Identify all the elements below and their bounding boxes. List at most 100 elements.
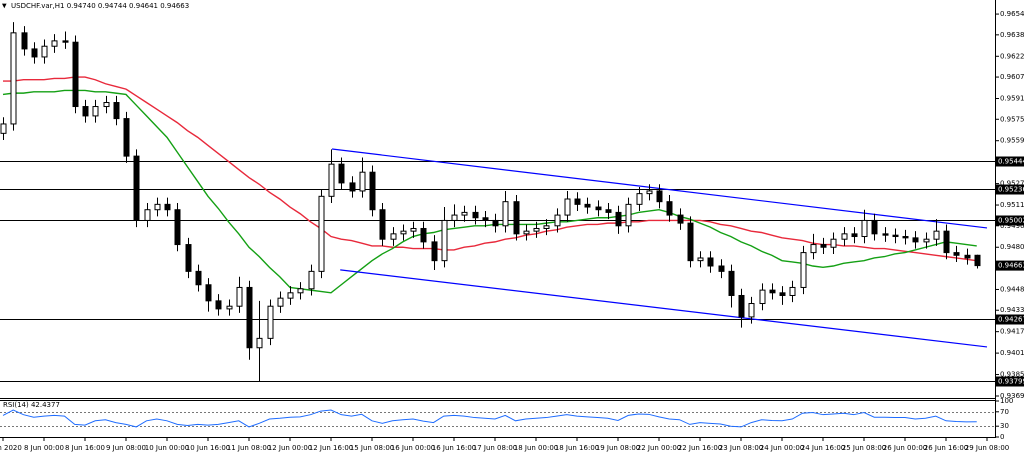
candle-body bbox=[697, 257, 704, 262]
candle-body bbox=[431, 241, 438, 262]
candle-body bbox=[174, 209, 181, 246]
x-tick-label: 29 Jun 08:00 bbox=[965, 444, 1009, 452]
candle-body bbox=[718, 265, 725, 272]
candle-body bbox=[871, 219, 878, 235]
candle-body bbox=[851, 233, 858, 238]
y-tick-label: 0.93690 bbox=[1000, 392, 1024, 400]
candle-body bbox=[113, 102, 120, 120]
candle-body bbox=[369, 171, 376, 211]
level-label: 0.95002 bbox=[998, 217, 1024, 225]
candle-body bbox=[133, 155, 140, 221]
candle-body bbox=[687, 222, 694, 262]
candle-body bbox=[410, 227, 417, 232]
candle-body bbox=[226, 305, 233, 310]
candle-body bbox=[615, 211, 622, 227]
x-tick-label: 26 Jun 16:00 bbox=[924, 444, 968, 452]
level-label: 0.95444 bbox=[998, 158, 1024, 166]
x-tick-label: 12 Jun 00:00 bbox=[268, 444, 312, 452]
y-tick-label: 0.95115 bbox=[1000, 201, 1024, 209]
candle-body bbox=[830, 238, 837, 248]
last-price-box bbox=[996, 260, 1024, 271]
candle-body bbox=[267, 305, 274, 339]
candle-body bbox=[564, 198, 571, 216]
level-label-box bbox=[996, 376, 1024, 387]
y-tick-label: 0.96225 bbox=[1000, 52, 1024, 60]
rsi-tick-label: 100 bbox=[1000, 397, 1013, 405]
candle-body bbox=[769, 289, 776, 294]
candle-body bbox=[390, 233, 397, 240]
trend-line bbox=[340, 269, 988, 348]
candle-body bbox=[41, 45, 48, 58]
candle-body bbox=[554, 214, 561, 227]
rsi-tick-label: 30 bbox=[1000, 422, 1009, 430]
candle-body bbox=[51, 40, 58, 47]
x-tick-label: 23 Jun 08:00 bbox=[719, 444, 763, 452]
level-label: 0.93799 bbox=[998, 378, 1024, 386]
rsi-tick-label: 0 bbox=[1000, 433, 1004, 441]
candle-body bbox=[338, 163, 345, 184]
candle-body bbox=[185, 244, 192, 272]
x-tick-label: 22 Jun 00:00 bbox=[637, 444, 681, 452]
x-tick-label: 10 Jun 16:00 bbox=[186, 444, 230, 452]
x-tick-label: 9 Jun 08:00 bbox=[106, 444, 146, 452]
x-tick-label: 15 Jun 08:00 bbox=[350, 444, 394, 452]
candle-body bbox=[861, 219, 868, 238]
candle-body bbox=[31, 48, 38, 58]
x-tick-label: 8 Jun 00:00 bbox=[24, 444, 64, 452]
candle-body bbox=[123, 118, 130, 157]
candle-body bbox=[513, 201, 520, 235]
candle-body bbox=[205, 284, 212, 302]
candle-body bbox=[646, 190, 653, 195]
y-tick-label: 0.95755 bbox=[1000, 115, 1024, 123]
x-tick-label: 16 Jun 16:00 bbox=[432, 444, 476, 452]
y-tick-label: 0.95275 bbox=[1000, 180, 1024, 188]
rsi-title: RSI(14) 42.4377 bbox=[3, 401, 60, 409]
candle-body bbox=[953, 252, 960, 256]
candle-body bbox=[810, 244, 817, 254]
moving-average-line bbox=[3, 76, 977, 262]
candle-body bbox=[461, 211, 468, 216]
candle-body bbox=[595, 206, 602, 211]
x-tick-label: 11 Jun 08:00 bbox=[227, 444, 271, 452]
candle-body bbox=[297, 288, 304, 294]
candle-body bbox=[0, 123, 7, 134]
candle-body bbox=[441, 219, 448, 262]
candle-body bbox=[738, 294, 745, 318]
y-tick-label: 0.94485 bbox=[1000, 285, 1024, 293]
x-tick-label: 17 Jun 08:00 bbox=[473, 444, 517, 452]
candle-body bbox=[625, 203, 632, 227]
x-tick-label: 22 Jun 16:00 bbox=[678, 444, 722, 452]
candle-body bbox=[912, 237, 919, 243]
candle-body bbox=[246, 286, 253, 349]
candle-body bbox=[533, 227, 540, 232]
candle-body bbox=[574, 198, 581, 205]
candle-body bbox=[543, 225, 550, 229]
candle-body bbox=[800, 252, 807, 288]
level-label-box bbox=[996, 156, 1024, 167]
candle-body bbox=[195, 270, 202, 286]
x-tick-label: 5 Jun 2020 bbox=[0, 444, 22, 452]
candle-body bbox=[256, 337, 263, 349]
candle-body bbox=[420, 227, 427, 243]
moving-average-line bbox=[2, 89, 977, 294]
candle-body bbox=[759, 289, 766, 305]
x-tick-label: 26 Jun 00:00 bbox=[883, 444, 927, 452]
candle-body bbox=[92, 106, 99, 117]
candle-body bbox=[103, 102, 110, 108]
candle-body bbox=[605, 209, 612, 213]
x-tick-label: 24 Jun 00:00 bbox=[760, 444, 804, 452]
candle-body bbox=[472, 211, 479, 219]
candle-body bbox=[482, 217, 489, 221]
candle-body bbox=[656, 190, 663, 203]
candle-body bbox=[666, 201, 673, 216]
candle-body bbox=[882, 233, 889, 236]
candle-body bbox=[964, 254, 971, 259]
candle-body bbox=[400, 230, 407, 235]
candle-body bbox=[636, 193, 643, 205]
level-label: 0.94267 bbox=[998, 316, 1024, 324]
y-tick-label: 0.95595 bbox=[1000, 137, 1024, 145]
candle-body bbox=[748, 303, 755, 318]
